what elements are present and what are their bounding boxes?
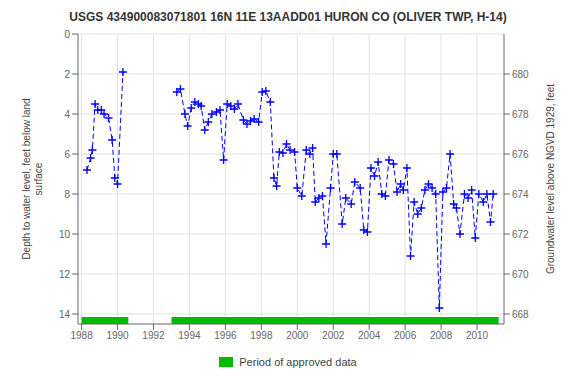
svg-text:0: 0	[64, 29, 70, 40]
svg-text:14: 14	[59, 309, 71, 320]
svg-text:2002: 2002	[322, 330, 345, 341]
svg-text:2004: 2004	[358, 330, 381, 341]
svg-text:672: 672	[512, 229, 529, 240]
html-text:USGS 434900083071801 16N 11E 1: USGS 434900083071801 16N 11E 13AADD01 HU…	[69, 10, 507, 24]
svg-text:10: 10	[59, 229, 71, 240]
svg-text:4: 4	[64, 109, 70, 120]
svg-text:surface: surface	[33, 162, 44, 195]
svg-text:2006: 2006	[394, 330, 417, 341]
html-text:Period of approved data: Period of approved data	[239, 356, 357, 368]
svg-text:12: 12	[59, 269, 71, 280]
svg-text:676: 676	[512, 149, 529, 160]
svg-text:674: 674	[512, 189, 529, 200]
svg-text:1998: 1998	[250, 330, 273, 341]
svg-text:1994: 1994	[178, 330, 201, 341]
svg-text:680: 680	[512, 69, 529, 80]
svg-text:Depth to water level, feet bel: Depth to water level, feet below land	[21, 98, 32, 259]
svg-text:1996: 1996	[214, 330, 237, 341]
svg-text:1992: 1992	[142, 330, 165, 341]
svg-text:1990: 1990	[106, 330, 129, 341]
svg-text:2008: 2008	[430, 330, 453, 341]
svg-text:678: 678	[512, 109, 529, 120]
svg-text:1988: 1988	[70, 330, 93, 341]
svg-text:668: 668	[512, 309, 529, 320]
svg-text:8: 8	[64, 189, 70, 200]
svg-text:2000: 2000	[286, 330, 309, 341]
svg-text:2010: 2010	[466, 330, 489, 341]
svg-text:2: 2	[64, 69, 70, 80]
svg-text:670: 670	[512, 269, 529, 280]
svg-text:Groundwater level above NGVD 1: Groundwater level above NGVD 1929, feet	[545, 84, 556, 274]
svg-text:6: 6	[64, 149, 70, 160]
